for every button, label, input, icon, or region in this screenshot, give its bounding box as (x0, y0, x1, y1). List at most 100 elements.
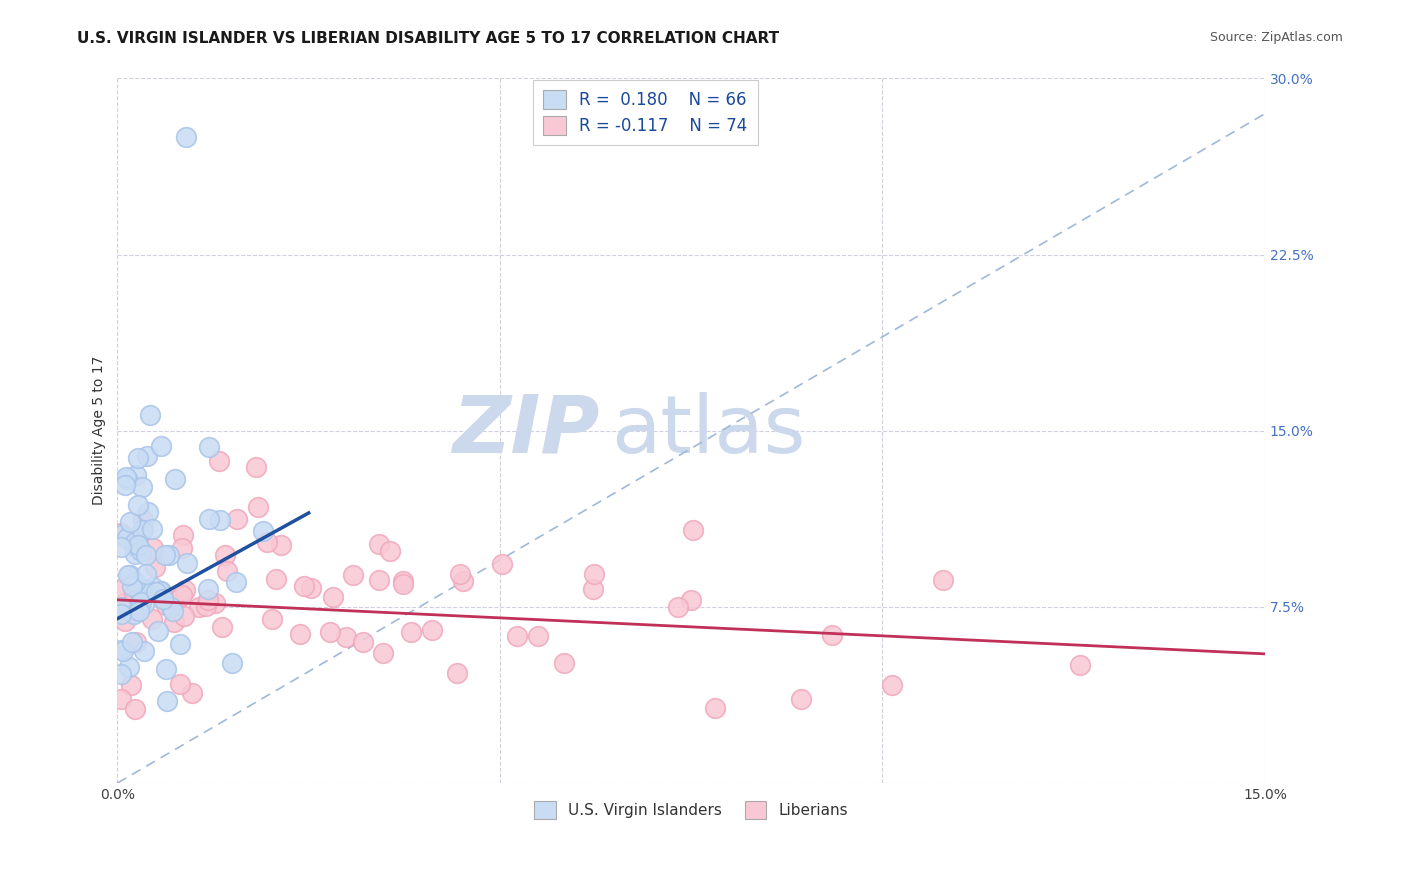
Point (118, 515, 141, 529)
Point (132, 597, 155, 611)
Point (149, 584, 172, 599)
Point (172, 588, 194, 602)
Point (124, 548, 146, 562)
Point (127, 498, 149, 512)
Point (129, 595, 152, 609)
Point (110, 642, 132, 657)
Point (115, 470, 138, 484)
Point (208, 454, 231, 468)
Point (169, 677, 191, 691)
Point (110, 666, 132, 681)
Point (256, 534, 278, 549)
Point (125, 467, 148, 482)
Point (143, 560, 166, 574)
Point (682, 523, 704, 537)
Point (187, 600, 209, 615)
Point (141, 521, 163, 535)
Point (159, 599, 181, 614)
Point (367, 537, 389, 551)
Point (124, 535, 146, 549)
Point (790, 691, 813, 706)
Point (117, 567, 139, 582)
Point (110, 582, 132, 597)
Point (399, 625, 422, 640)
Point (197, 582, 219, 596)
Point (132, 513, 155, 527)
Point (170, 541, 193, 555)
Point (198, 512, 221, 526)
Point (128, 598, 150, 612)
Point (322, 590, 344, 604)
Point (162, 604, 184, 618)
Point (136, 449, 159, 463)
Point (136, 505, 159, 519)
Y-axis label: Disability Age 5 to 17: Disability Age 5 to 17 (93, 356, 107, 506)
Point (221, 656, 243, 670)
Point (155, 694, 177, 708)
Point (581, 582, 603, 596)
Point (163, 615, 186, 629)
Point (131, 523, 153, 537)
Point (110, 540, 132, 554)
Point (139, 408, 162, 422)
Point (153, 548, 176, 562)
Point (115, 472, 138, 486)
Text: U.S. VIRGIN ISLANDER VS LIBERIAN DISABILITY AGE 5 TO 17 CORRELATION CHART: U.S. VIRGIN ISLANDER VS LIBERIAN DISABIL… (77, 31, 779, 46)
Point (131, 591, 153, 605)
Point (173, 609, 195, 624)
Point (120, 568, 142, 582)
Point (121, 579, 143, 593)
Point (122, 585, 145, 599)
Point (110, 599, 132, 614)
Point (505, 629, 527, 643)
Point (373, 646, 395, 660)
Point (129, 543, 152, 558)
Text: ZIP: ZIP (451, 392, 599, 470)
Point (142, 541, 165, 555)
Point (120, 678, 142, 692)
Point (247, 500, 270, 515)
Point (264, 572, 287, 586)
Point (110, 692, 132, 706)
Point (553, 656, 575, 670)
Legend: U.S. Virgin Islanders, Liberians: U.S. Virgin Islanders, Liberians (529, 795, 853, 825)
Point (124, 701, 146, 715)
Point (194, 599, 217, 613)
Point (368, 573, 391, 587)
Point (149, 583, 172, 598)
Point (157, 548, 180, 562)
Point (215, 565, 238, 579)
Text: Source: ZipAtlas.com: Source: ZipAtlas.com (1209, 31, 1343, 45)
Point (155, 662, 177, 676)
Point (270, 538, 292, 552)
Point (422, 623, 444, 637)
Point (132, 644, 155, 658)
Point (135, 567, 157, 582)
Point (679, 593, 702, 607)
Point (114, 595, 136, 609)
Point (583, 566, 606, 581)
Point (110, 528, 132, 542)
Point (197, 593, 219, 607)
Point (319, 624, 342, 639)
Point (214, 549, 236, 563)
Point (211, 619, 233, 633)
Point (288, 627, 311, 641)
Point (132, 523, 155, 537)
Point (124, 635, 146, 649)
Point (111, 644, 134, 658)
Point (127, 538, 149, 552)
Point (446, 665, 468, 680)
Point (225, 574, 247, 589)
Point (110, 526, 132, 541)
Point (245, 460, 267, 475)
Point (252, 524, 274, 538)
Point (148, 624, 170, 639)
Point (135, 548, 157, 562)
Point (526, 629, 548, 643)
Point (342, 567, 364, 582)
Point (141, 580, 163, 594)
Point (155, 598, 177, 612)
Point (114, 615, 136, 629)
Point (124, 574, 146, 589)
